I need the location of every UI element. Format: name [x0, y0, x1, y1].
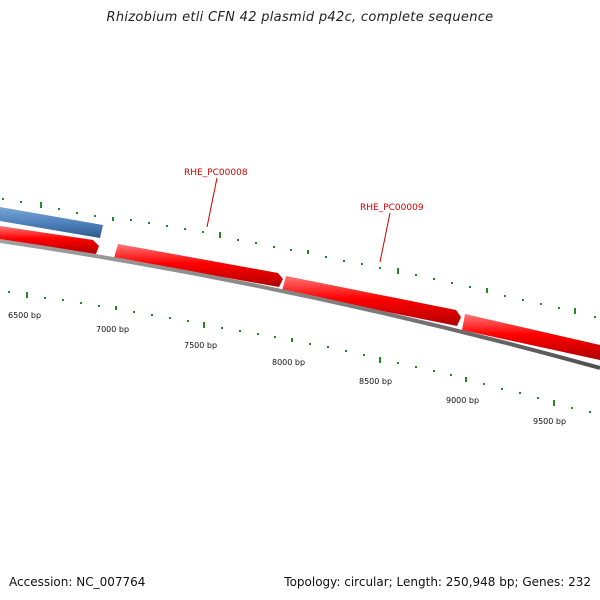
tick-label-9000: 9000 bp — [446, 396, 479, 405]
forward-gene-track — [0, 226, 600, 360]
gene-label-rhe-pc00009[interactable]: RHE_PC00009 — [360, 203, 424, 263]
tick-label-8500: 8500 bp — [359, 377, 392, 386]
tick-label-9500: 9500 bp — [533, 417, 566, 426]
gene-label-rhe-pc00008[interactable]: RHE_PC00008 — [184, 168, 248, 228]
tick-label-7000: 7000 bp — [96, 325, 129, 334]
tick-labels: 6500 bp 7000 bp 7500 bp 8000 bp 8500 bp … — [8, 311, 566, 426]
tick-label-8000: 8000 bp — [272, 358, 305, 367]
blue-gene-feature[interactable] — [0, 207, 103, 238]
gene-label-text-rhe-pc00009: RHE_PC00009 — [360, 203, 424, 213]
accession-label: Accession: NC_007764 — [9, 575, 146, 589]
sequence-backbone — [0, 239, 600, 370]
tick-label-7500: 7500 bp — [184, 341, 217, 350]
tick-label-6500: 6500 bp — [8, 311, 41, 320]
gene-label-text-rhe-pc00008: RHE_PC00008 — [184, 168, 248, 178]
outer-tick-track — [2, 198, 596, 318]
gene-rhe-pc00009[interactable] — [282, 276, 461, 326]
inner-tick-track — [8, 291, 591, 413]
red-gene-feature-1[interactable] — [0, 226, 99, 254]
map-title: Rhizobium etli CFN 42 plasmid p42c, comp… — [106, 10, 494, 25]
red-gene-feature-4[interactable] — [462, 314, 600, 360]
sequence-summary: Topology: circular; Length: 250,948 bp; … — [284, 575, 591, 589]
gene-rhe-pc00008[interactable] — [114, 244, 283, 287]
